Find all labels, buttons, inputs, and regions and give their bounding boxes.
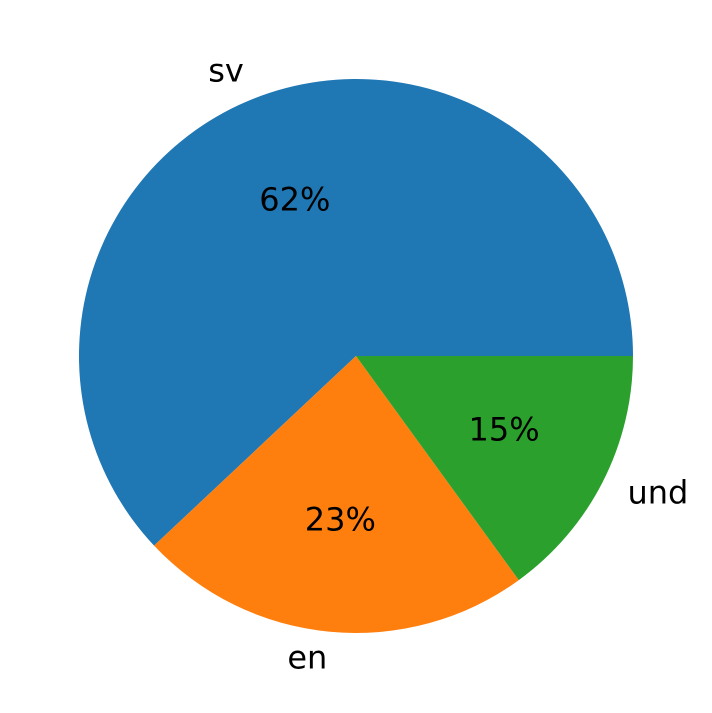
pie-slice [356,356,633,581]
slice-label: sv [208,52,244,90]
slice-label: en [287,638,327,676]
pie-slice [154,356,519,633]
percent-label: 15% [469,410,540,448]
percent-label: 23% [305,500,376,538]
percent-label: 62% [259,180,330,218]
slice-label: und [627,473,688,511]
pie-slice [78,78,633,546]
